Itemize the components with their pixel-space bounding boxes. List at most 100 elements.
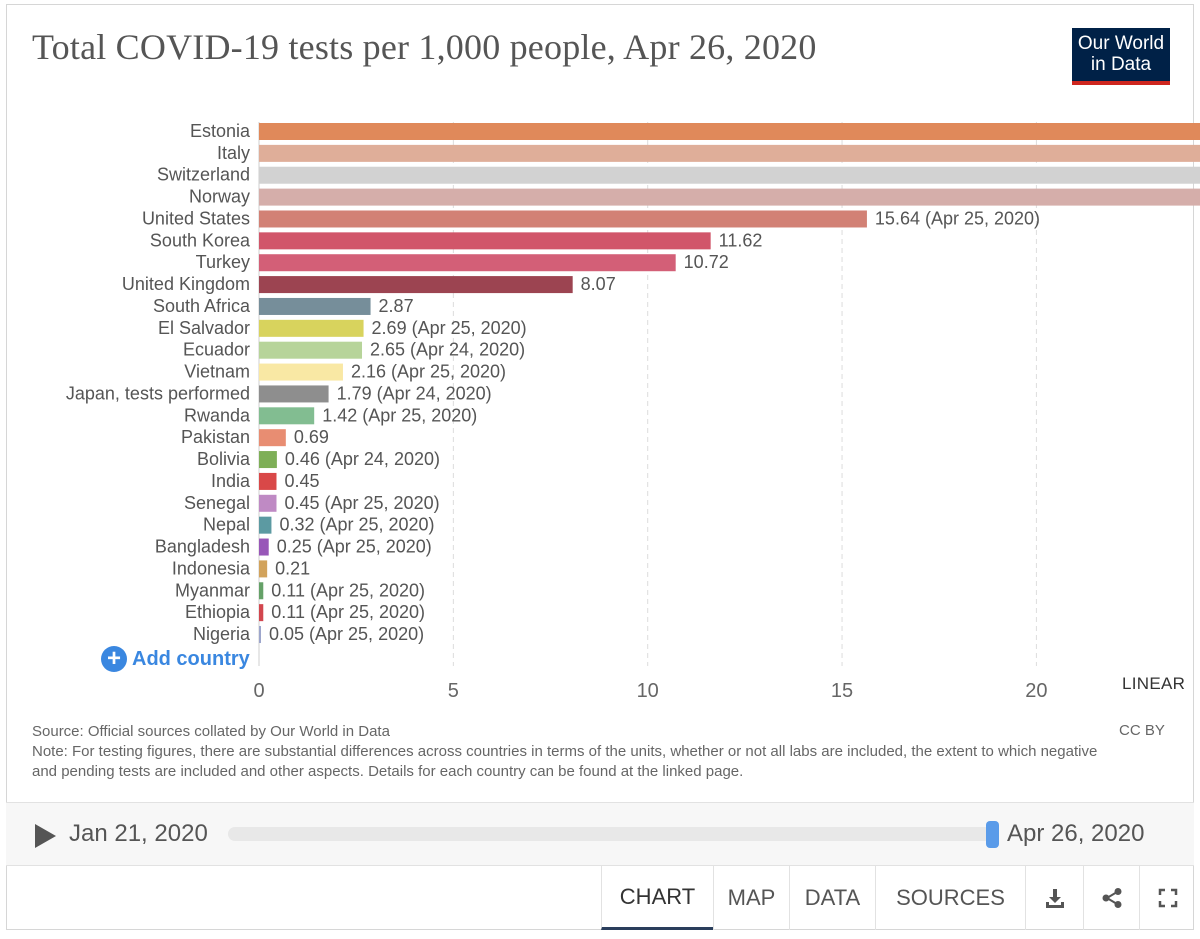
bar[interactable] [259, 363, 343, 381]
category-label[interactable]: Italy [217, 143, 250, 163]
timeline: Jan 21, 2020 Apr 26, 2020 [6, 802, 1194, 866]
value-label: 10.72 [684, 252, 729, 272]
bar[interactable] [259, 472, 277, 490]
category-label[interactable]: Norway [189, 187, 250, 207]
bar[interactable] [259, 451, 277, 469]
license-link[interactable]: CC BY [1119, 722, 1165, 739]
value-label: 0.45 (Apr 25, 2020) [284, 493, 439, 513]
bar[interactable] [259, 144, 1200, 162]
note-text: Note: For testing figures, there are sub… [32, 743, 1098, 780]
value-label: 0.69 [294, 427, 329, 447]
bar[interactable] [259, 341, 363, 359]
value-label: 0.46 (Apr 24, 2020) [285, 449, 440, 469]
value-label: 2.16 (Apr 25, 2020) [351, 362, 506, 382]
category-label[interactable]: Bangladesh [155, 537, 250, 557]
category-label[interactable]: Nepal [203, 515, 250, 535]
timeline-start-date: Jan 21, 2020 [69, 820, 208, 847]
bar[interactable] [259, 538, 269, 556]
source-text[interactable]: Source: Official sources collated by Our… [32, 723, 390, 740]
x-tick-label: 10 [637, 680, 659, 702]
bar[interactable] [259, 210, 867, 228]
category-label[interactable]: Switzerland [157, 165, 250, 185]
timeline-end-date: Apr 26, 2020 [1007, 820, 1145, 847]
category-label[interactable]: Nigeria [193, 624, 251, 644]
x-tick-label: 5 [448, 680, 459, 702]
category-label[interactable]: United Kingdom [122, 274, 250, 294]
bar[interactable] [259, 276, 573, 294]
category-label[interactable]: Vietnam [184, 362, 250, 382]
timeline-handle[interactable] [986, 821, 999, 848]
bar[interactable] [259, 407, 315, 425]
category-label[interactable]: Japan, tests performed [66, 383, 250, 403]
source-note: Source: Official sources collated by Our… [32, 722, 1102, 782]
logo-line-2: in Data [1090, 54, 1152, 75]
bar[interactable] [259, 166, 1200, 184]
bar[interactable] [259, 429, 286, 447]
value-label: 1.79 (Apr 24, 2020) [337, 383, 492, 403]
download-button[interactable] [1025, 866, 1083, 930]
value-label: 0.21 [275, 558, 310, 578]
category-label[interactable]: Turkey [196, 252, 250, 272]
bar[interactable] [259, 604, 264, 622]
bar-chart: 05101520253035Estonia36.86 (Apr 25, 2020… [66, 121, 1200, 702]
bar[interactable] [259, 123, 1200, 140]
timeline-track[interactable] [228, 827, 992, 841]
bar[interactable] [259, 232, 711, 250]
bar[interactable] [259, 560, 268, 578]
add-country-button[interactable]: + Add country [101, 646, 250, 672]
category-label[interactable]: Indonesia [172, 558, 251, 578]
category-label[interactable]: South Africa [153, 296, 251, 316]
bar[interactable] [259, 319, 364, 337]
tab-data[interactable]: DATA [789, 866, 875, 930]
fullscreen-button[interactable] [1139, 866, 1195, 930]
value-label: 8.07 [581, 274, 616, 294]
share-button[interactable] [1083, 866, 1139, 930]
tab-sources[interactable]: SOURCES [875, 866, 1025, 930]
category-label[interactable]: Bolivia [197, 449, 251, 469]
bar[interactable] [259, 516, 272, 534]
value-label: 0.11 (Apr 25, 2020) [271, 580, 425, 600]
category-label[interactable]: Senegal [184, 493, 250, 513]
tab-bar: CHART MAP DATA SOURCES [601, 866, 1195, 930]
value-label: 15.64 (Apr 25, 2020) [875, 208, 1040, 228]
category-label[interactable]: Myanmar [175, 580, 250, 600]
download-icon [1045, 889, 1064, 908]
bar[interactable] [259, 297, 371, 315]
bar[interactable] [259, 254, 676, 272]
value-label: 0.32 (Apr 25, 2020) [279, 515, 434, 535]
category-label[interactable]: El Salvador [158, 318, 250, 338]
category-label[interactable]: Ecuador [183, 340, 250, 360]
bar[interactable] [259, 494, 277, 512]
fullscreen-icon [1158, 888, 1177, 908]
bar[interactable] [259, 582, 264, 600]
tab-map[interactable]: MAP [713, 866, 789, 930]
value-label: 11.62 [719, 230, 763, 250]
owid-logo[interactable]: Our World in Data [1072, 28, 1170, 85]
category-label[interactable]: United States [142, 208, 250, 228]
x-tick-label: 20 [1025, 680, 1047, 702]
plus-circle-icon: + [101, 646, 127, 672]
add-country-label: Add country [132, 647, 250, 670]
play-icon[interactable] [35, 824, 56, 848]
value-label: 0.25 (Apr 25, 2020) [277, 537, 432, 557]
category-label[interactable]: Rwanda [184, 405, 251, 425]
bar[interactable] [259, 385, 329, 403]
category-label[interactable]: Ethiopia [185, 602, 251, 622]
category-label[interactable]: Estonia [190, 121, 251, 141]
chart-title: Total COVID-19 tests per 1,000 people, A… [32, 27, 817, 67]
bar[interactable] [259, 188, 1200, 206]
value-label: 0.11 (Apr 25, 2020) [271, 602, 425, 622]
category-label[interactable]: India [211, 471, 251, 491]
value-label: 0.45 [284, 471, 319, 491]
category-label[interactable]: Pakistan [181, 427, 250, 447]
scale-toggle-button[interactable]: LINEAR [1122, 674, 1186, 693]
value-label: 1.42 (Apr 25, 2020) [322, 405, 477, 425]
value-label: 2.87 [379, 296, 414, 316]
value-label: 2.69 (Apr 25, 2020) [372, 318, 527, 338]
bar[interactable] [259, 626, 261, 644]
value-label: 2.65 (Apr 24, 2020) [370, 340, 525, 360]
x-tick-label: 15 [831, 680, 853, 702]
tab-chart[interactable]: CHART [601, 866, 713, 930]
category-label[interactable]: South Korea [150, 230, 251, 250]
logo-line-1: Our World [1077, 33, 1165, 54]
